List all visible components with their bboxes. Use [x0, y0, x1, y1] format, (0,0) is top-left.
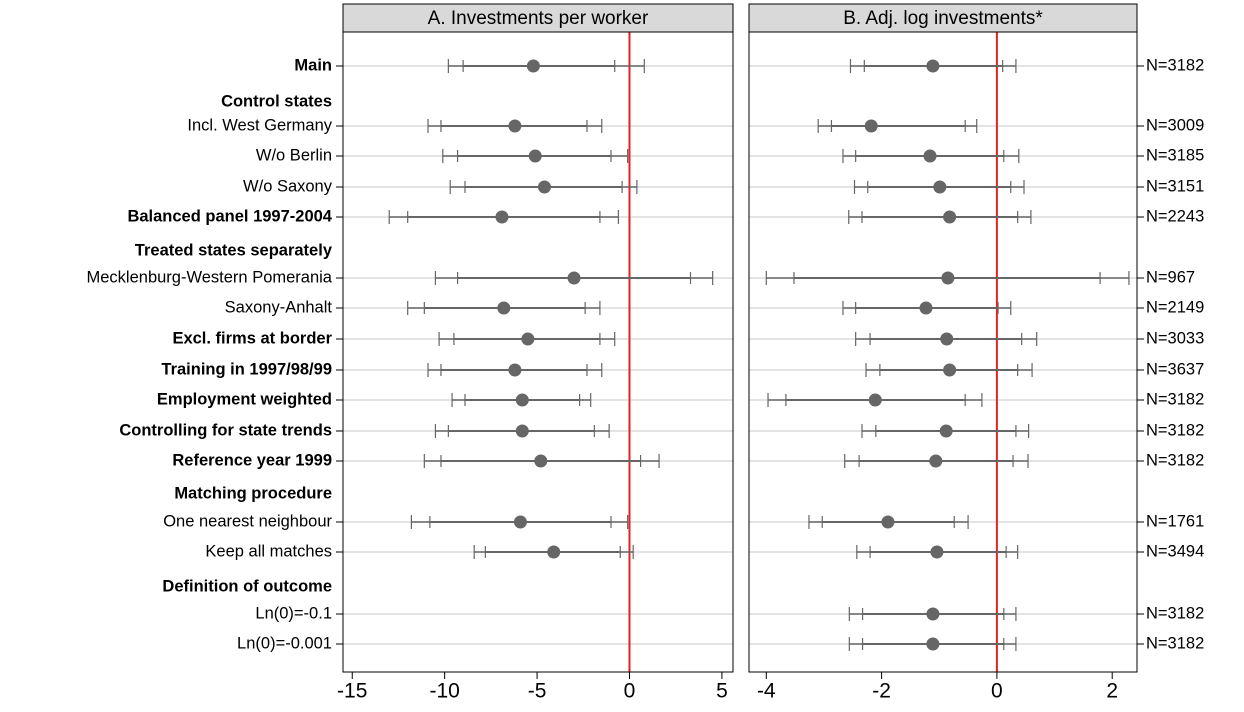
point-estimate	[943, 363, 957, 377]
y-tick-label: Control states	[221, 92, 332, 110]
point-estimate	[933, 180, 947, 194]
point-estimate	[515, 393, 529, 407]
y-tick-label: Treated states separately	[135, 241, 333, 259]
panel-header	[748, 3, 1138, 33]
point-estimate	[940, 332, 954, 346]
point-estimate	[526, 59, 540, 73]
y-tick-label: Ln(0)=-0.001	[237, 634, 332, 652]
point-estimate	[923, 149, 937, 163]
point-estimate	[939, 424, 953, 438]
y-tick-label: Incl. West Germany	[187, 116, 332, 134]
n-label: N=3185	[1146, 146, 1204, 164]
panel-frame	[342, 31, 734, 673]
point-estimate	[881, 515, 895, 529]
y-tick-label: Keep all matches	[205, 542, 332, 560]
x-tick-label: 0	[624, 680, 636, 703]
y-tick-label: Main	[294, 56, 332, 74]
point-estimate	[537, 180, 551, 194]
y-tick-label: Reference year 1999	[172, 451, 332, 469]
n-label: N=2243	[1146, 207, 1204, 225]
y-tick-label: Saxony-Anhalt	[225, 298, 333, 316]
y-tick-label: W/o Saxony	[243, 177, 333, 195]
panel-header	[342, 3, 734, 33]
n-label: N=3033	[1146, 329, 1204, 347]
x-tick-label: 2	[1106, 680, 1118, 703]
point-estimate	[868, 393, 882, 407]
n-label: N=2149	[1146, 298, 1204, 316]
y-tick-label: One nearest neighbour	[163, 512, 332, 530]
n-label: N=3182	[1146, 451, 1204, 469]
y-tick-label: Controlling for state trends	[119, 421, 332, 439]
n-label: N=3182	[1146, 604, 1204, 622]
n-label: N=3182	[1146, 56, 1204, 74]
x-tick-label: -4	[757, 680, 776, 703]
point-estimate	[926, 59, 940, 73]
n-label: N=3637	[1146, 360, 1204, 378]
n-label: N=967	[1146, 268, 1195, 286]
panel-title: A. Investments per worker	[428, 8, 649, 29]
point-estimate	[495, 210, 509, 224]
point-estimate	[528, 149, 542, 163]
y-tick-label: Excl. firms at border	[172, 329, 332, 347]
point-estimate	[534, 454, 548, 468]
point-estimate	[508, 363, 522, 377]
point-estimate	[941, 271, 955, 285]
x-tick-label: 0	[991, 680, 1003, 703]
n-label: N=3151	[1146, 177, 1204, 195]
point-estimate	[521, 332, 535, 346]
point-estimate	[929, 454, 943, 468]
x-tick-label: -10	[429, 680, 459, 703]
x-tick-label: -15	[337, 680, 367, 703]
y-tick-label: Matching procedure	[174, 484, 332, 502]
point-estimate	[864, 119, 878, 133]
y-tick-label: Employment weighted	[157, 390, 332, 408]
point-estimate	[567, 271, 581, 285]
x-tick-label: -2	[872, 680, 891, 703]
y-tick-label: Balanced panel 1997-2004	[127, 207, 332, 225]
x-tick-label: -5	[528, 680, 547, 703]
y-tick-label: Definition of outcome	[162, 577, 332, 595]
y-tick-label: Training in 1997/98/99	[161, 360, 332, 378]
n-label: N=3182	[1146, 421, 1204, 439]
n-label: N=3182	[1146, 634, 1204, 652]
point-estimate	[508, 119, 522, 133]
n-label: N=3182	[1146, 390, 1204, 408]
point-estimate	[926, 607, 940, 621]
y-tick-label: Ln(0)=-0.1	[255, 604, 332, 622]
panel-frame	[748, 31, 1138, 673]
point-estimate	[930, 545, 944, 559]
point-estimate	[919, 301, 933, 315]
point-estimate	[513, 515, 527, 529]
n-label: N=3494	[1146, 542, 1204, 560]
x-tick-label: 5	[716, 680, 728, 703]
panel-title: B. Adj. log investments*	[843, 8, 1043, 29]
y-tick-label: W/o Berlin	[256, 146, 332, 164]
point-estimate	[926, 637, 940, 651]
n-label: N=1761	[1146, 512, 1204, 530]
point-estimate	[497, 301, 511, 315]
point-estimate	[547, 545, 561, 559]
y-tick-label: Mecklenburg-Western Pomerania	[87, 268, 333, 286]
n-label: N=3009	[1146, 116, 1204, 134]
point-estimate	[515, 424, 529, 438]
point-estimate	[943, 210, 957, 224]
